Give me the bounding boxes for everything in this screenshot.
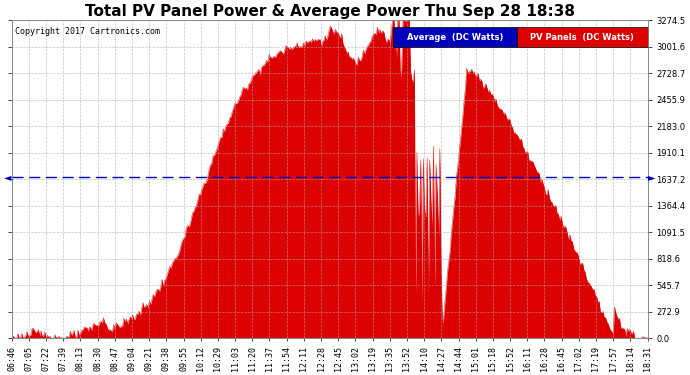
FancyBboxPatch shape	[393, 27, 518, 47]
FancyBboxPatch shape	[518, 27, 647, 47]
Title: Total PV Panel Power & Average Power Thu Sep 28 18:38: Total PV Panel Power & Average Power Thu…	[85, 4, 575, 19]
Text: Average  (DC Watts): Average (DC Watts)	[407, 33, 504, 42]
Text: ►: ►	[647, 172, 655, 182]
Text: Copyright 2017 Cartronics.com: Copyright 2017 Cartronics.com	[15, 27, 160, 36]
Text: ◄: ◄	[4, 172, 12, 182]
Text: PV Panels  (DC Watts): PV Panels (DC Watts)	[531, 33, 634, 42]
